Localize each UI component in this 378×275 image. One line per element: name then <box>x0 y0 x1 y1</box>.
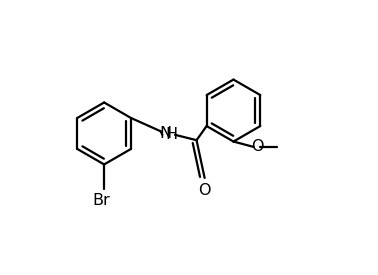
Text: Br: Br <box>93 193 110 208</box>
Text: H: H <box>165 127 177 142</box>
Text: O: O <box>251 139 264 155</box>
Text: O: O <box>198 183 211 197</box>
Text: N: N <box>159 126 171 142</box>
